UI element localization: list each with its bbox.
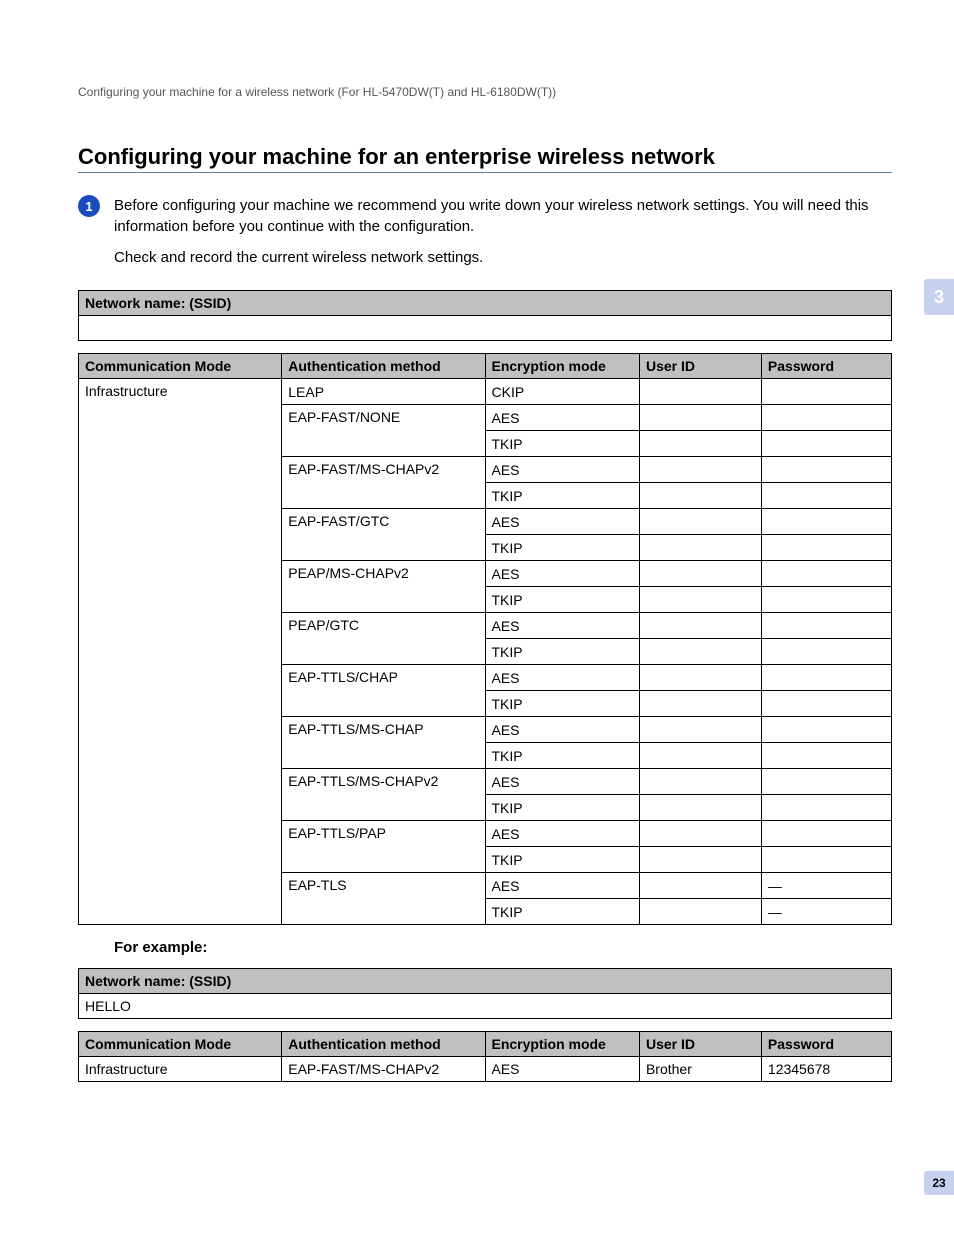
enc-cell: TKIP (485, 847, 639, 873)
page-number: 23 (924, 1171, 954, 1195)
col-user-id: User ID (639, 354, 761, 379)
auth-cell: EAP-FAST/MS-CHAPv2 (282, 457, 485, 509)
auth-cell: EAP-TLS (282, 873, 485, 925)
col-user-id: User ID (639, 1032, 761, 1057)
enc-cell: AES (485, 873, 639, 899)
ssid-table-blank: Network name: (SSID) (78, 290, 892, 341)
ssid-example-table: Network name: (SSID) HELLO (78, 968, 892, 1019)
enc-cell: TKIP (485, 535, 639, 561)
page-header-text: Configuring your machine for a wireless … (78, 85, 892, 99)
blank-cell (639, 379, 761, 405)
enc-cell: TKIP (485, 899, 639, 925)
enc-cell: TKIP (485, 431, 639, 457)
auth-cell: EAP-FAST/GTC (282, 509, 485, 561)
ssid-example-value: HELLO (79, 994, 892, 1019)
blank-cell (761, 405, 891, 431)
ssid-header: Network name: (SSID) (79, 291, 892, 316)
auth-cell: EAP-TTLS/PAP (282, 821, 485, 873)
enc-cell: TKIP (485, 639, 639, 665)
enc-cell: AES (485, 821, 639, 847)
blank-cell (761, 379, 891, 405)
enc-cell: AES (485, 613, 639, 639)
example-settings-table: Communication Mode Authentication method… (78, 1031, 892, 1082)
dash-cell: — (761, 873, 891, 899)
col-enc-mode: Encryption mode (485, 1032, 639, 1057)
enc-cell: AES (485, 769, 639, 795)
for-example-label: For example: (114, 939, 892, 956)
enc-cell: TKIP (485, 795, 639, 821)
col-password: Password (761, 354, 891, 379)
auth-cell: LEAP (282, 379, 485, 405)
enc-cell: CKIP (485, 379, 639, 405)
col-comm-mode: Communication Mode (79, 1032, 282, 1057)
col-auth-method: Authentication method (282, 1032, 485, 1057)
ssid-header: Network name: (SSID) (79, 969, 892, 994)
col-enc-mode: Encryption mode (485, 354, 639, 379)
col-password: Password (761, 1032, 891, 1057)
auth-cell: EAP-TTLS/MS-CHAPv2 (282, 769, 485, 821)
col-comm-mode: Communication Mode (79, 354, 282, 379)
step-paragraph-1: Before configuring your machine we recom… (114, 195, 892, 237)
enc-cell: TKIP (485, 587, 639, 613)
col-auth-method: Authentication method (282, 354, 485, 379)
auth-cell: PEAP/GTC (282, 613, 485, 665)
enc-cell: TKIP (485, 483, 639, 509)
auth-cell: EAP-TTLS/MS-CHAP (282, 717, 485, 769)
enc-cell: AES (485, 665, 639, 691)
enc-cell: AES (485, 457, 639, 483)
enc-cell: TKIP (485, 691, 639, 717)
settings-table: Communication Mode Authentication method… (78, 353, 892, 925)
dash-cell: — (761, 899, 891, 925)
enc-cell: AES (485, 717, 639, 743)
example-auth: EAP-FAST/MS-CHAPv2 (282, 1057, 485, 1082)
auth-cell: PEAP/MS-CHAPv2 (282, 561, 485, 613)
section-heading: Configuring your machine for an enterpri… (78, 144, 892, 173)
step-number-badge: 1 (78, 195, 100, 217)
example-pass: 12345678 (761, 1057, 891, 1082)
enc-cell: AES (485, 405, 639, 431)
example-enc: AES (485, 1057, 639, 1082)
step-paragraph-2: Check and record the current wireless ne… (114, 247, 892, 268)
auth-cell: EAP-FAST/NONE (282, 405, 485, 457)
example-comm: Infrastructure (79, 1057, 282, 1082)
enc-cell: TKIP (485, 743, 639, 769)
enc-cell: AES (485, 509, 639, 535)
example-user: Brother (639, 1057, 761, 1082)
ssid-blank-cell (79, 316, 892, 341)
auth-cell: EAP-TTLS/CHAP (282, 665, 485, 717)
blank-cell (639, 405, 761, 431)
enc-cell: AES (485, 561, 639, 587)
chapter-tab: 3 (924, 279, 954, 315)
comm-mode-cell: Infrastructure (79, 379, 282, 925)
